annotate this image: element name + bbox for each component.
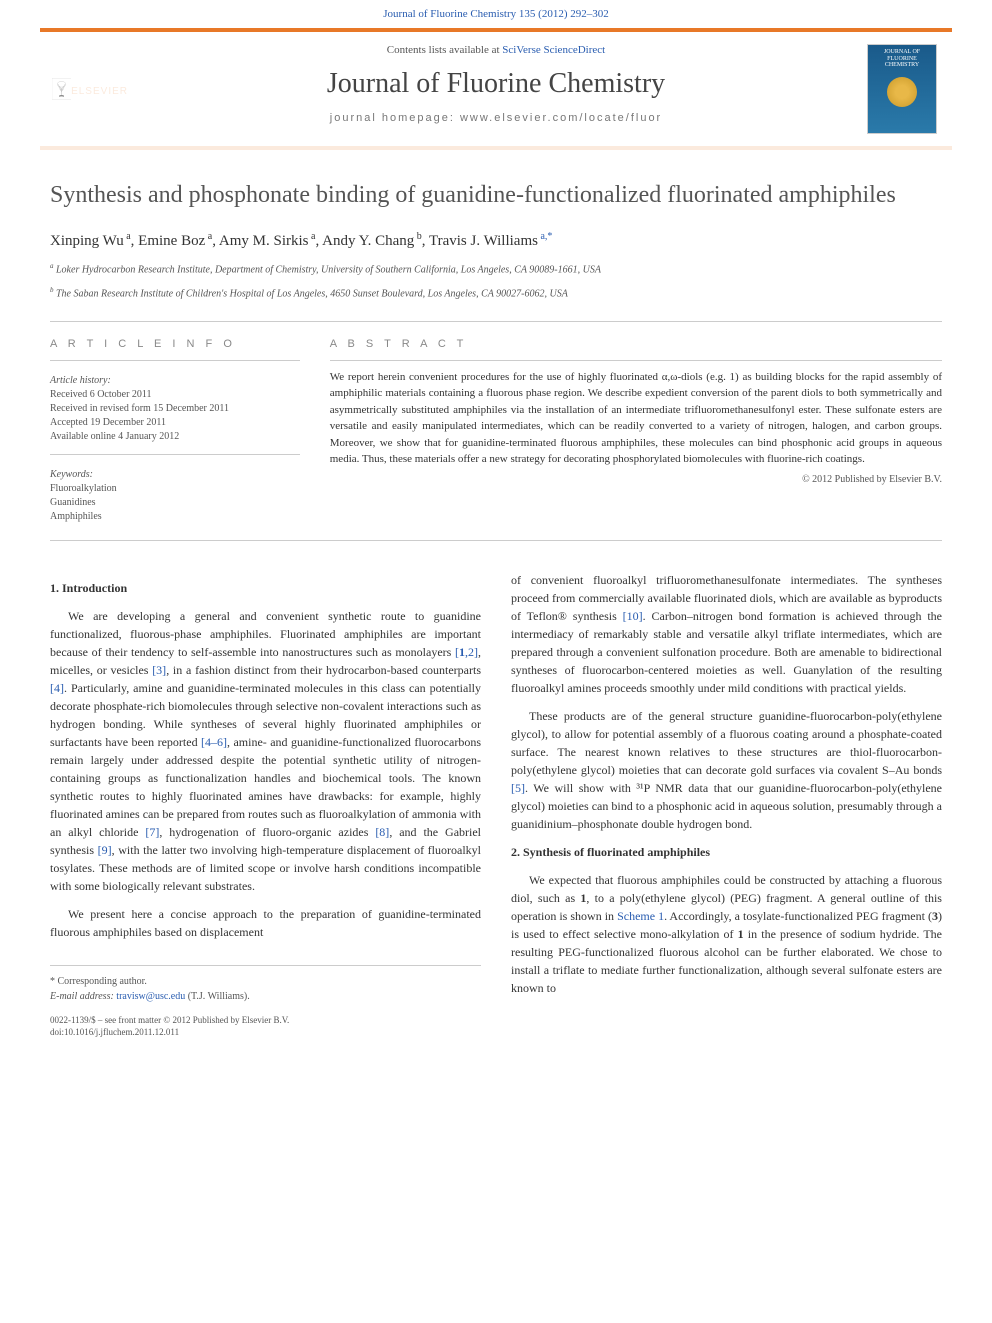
journal-title: Journal of Fluorine Chemistry xyxy=(140,68,852,100)
corresponding-author-footer: * Corresponding author. E-mail address: … xyxy=(50,965,481,1004)
publisher-logo-cell: ELSEVIER xyxy=(40,32,140,146)
article-info-column: A R T I C L E I N F O Article history: R… xyxy=(50,338,300,524)
history-online: Available online 4 January 2012 xyxy=(50,430,300,444)
aff-sup: b xyxy=(414,231,422,242)
running-header: Journal of Fluorine Chemistry 135 (2012)… xyxy=(0,0,992,28)
sciencedirect-link[interactable]: SciVerse ScienceDirect xyxy=(502,44,605,56)
keyword-3: Amphiphiles xyxy=(50,510,300,524)
right-column: of convenient fluoroalkyl trifluorometha… xyxy=(511,571,942,1039)
journal-banner: ELSEVIER Contents lists available at Sci… xyxy=(40,28,952,150)
elsevier-tree-logo xyxy=(52,44,71,134)
corr-email-line: E-mail address: travisw@usc.edu (T.J. Wi… xyxy=(50,989,481,1004)
author-5: Travis J. Williams a,* xyxy=(429,233,552,249)
corr-email-link[interactable]: travisw@usc.edu xyxy=(116,991,185,1002)
abstract-heading: A B S T R A C T xyxy=(330,338,942,350)
author-1: Xinping Wu a xyxy=(50,233,131,249)
ref-link[interactable]: [4–6] xyxy=(201,735,227,749)
affiliation-a: a Loker Hydrocarbon Research Institute, … xyxy=(50,262,942,277)
aff-sup: a,* xyxy=(538,231,552,242)
aff-sup: a xyxy=(309,231,316,242)
contents-pre: Contents lists available at xyxy=(387,44,502,56)
col2-paragraph-2: These products are of the general struct… xyxy=(511,707,942,833)
contents-available-line: Contents lists available at SciVerse Sci… xyxy=(140,44,852,56)
keywords-heading: Keywords: xyxy=(50,469,300,480)
ref-link[interactable]: [10] xyxy=(623,609,643,623)
aff-sup: a xyxy=(124,231,131,242)
header-citation-link[interactable]: Journal of Fluorine Chemistry 135 (2012)… xyxy=(383,8,608,20)
corresponding-star[interactable]: * xyxy=(547,231,552,242)
email-label: E-mail address: xyxy=(50,991,116,1002)
abstract-column: A B S T R A C T We report herein conveni… xyxy=(330,338,942,524)
intro-paragraph-2: We present here a concise approach to th… xyxy=(50,905,481,941)
doi-block: 0022-1139/$ – see front matter © 2012 Pu… xyxy=(50,1014,481,1039)
history-revised: Received in revised form 15 December 201… xyxy=(50,402,300,416)
ref-link[interactable]: [4] xyxy=(50,681,64,695)
abstract-copyright: © 2012 Published by Elsevier B.V. xyxy=(330,474,942,485)
article-title: Synthesis and phosphonate binding of gua… xyxy=(50,180,942,211)
history-received: Received 6 October 2011 xyxy=(50,388,300,402)
col2-paragraph-1: of convenient fluoroalkyl trifluorometha… xyxy=(511,571,942,697)
left-column: 1. Introduction We are developing a gene… xyxy=(50,571,481,1039)
intro-paragraph-1: We are developing a general and convenie… xyxy=(50,607,481,895)
info-abstract-row: A R T I C L E I N F O Article history: R… xyxy=(50,321,942,541)
ref-link[interactable]: Scheme 1 xyxy=(617,909,664,923)
journal-homepage: journal homepage: www.elsevier.com/locat… xyxy=(140,112,852,124)
front-matter-line: 0022-1139/$ – see front matter © 2012 Pu… xyxy=(50,1014,481,1027)
banner-center: Contents lists available at SciVerse Sci… xyxy=(140,32,852,146)
ref-link[interactable]: [1,2] xyxy=(455,645,478,659)
ref-link[interactable]: [7] xyxy=(145,825,159,839)
ref-link[interactable]: [8] xyxy=(375,825,389,839)
history-accepted: Accepted 19 December 2011 xyxy=(50,416,300,430)
history-heading: Article history: xyxy=(50,375,300,386)
aff-sup: a xyxy=(205,231,212,242)
ref-link[interactable]: [9] xyxy=(98,843,112,857)
ref-link[interactable]: [5] xyxy=(511,781,525,795)
ref-link[interactable]: [3] xyxy=(152,663,166,677)
author-list: Xinping Wu a, Emine Boz a, Amy M. Sirkis… xyxy=(50,231,942,250)
keyword-2: Guanidines xyxy=(50,496,300,510)
elsevier-wordmark: ELSEVIER xyxy=(71,86,128,97)
doi-line: doi:10.1016/j.jfluchem.2011.12.011 xyxy=(50,1026,481,1039)
article-body: Synthesis and phosphonate binding of gua… xyxy=(0,150,992,1069)
corr-label: * Corresponding author. xyxy=(50,974,481,989)
affiliation-b: b The Saban Research Institute of Childr… xyxy=(50,286,942,301)
keyword-1: Fluoroalkylation xyxy=(50,482,300,496)
synth-paragraph-1: We expected that fluorous amphiphiles co… xyxy=(511,871,942,997)
section-2-heading: 2. Synthesis of fluorinated amphiphiles xyxy=(511,843,942,861)
email-suffix: (T.J. Williams). xyxy=(185,991,250,1002)
article-info-heading: A R T I C L E I N F O xyxy=(50,338,300,350)
section-1-heading: 1. Introduction xyxy=(50,579,481,597)
two-column-body: 1. Introduction We are developing a gene… xyxy=(50,571,942,1039)
abstract-text: We report herein convenient procedures f… xyxy=(330,369,942,468)
journal-cover-cell: JOURNAL OF FLUORINE CHEMISTRY xyxy=(852,32,952,146)
author-3: Amy M. Sirkis a xyxy=(219,233,316,249)
cover-emblem xyxy=(887,77,917,107)
cover-title-text: JOURNAL OF FLUORINE CHEMISTRY xyxy=(872,49,932,69)
author-2: Emine Boz a xyxy=(138,233,212,249)
author-4: Andy Y. Chang b xyxy=(322,233,422,249)
journal-cover-thumbnail: JOURNAL OF FLUORINE CHEMISTRY xyxy=(867,44,937,134)
